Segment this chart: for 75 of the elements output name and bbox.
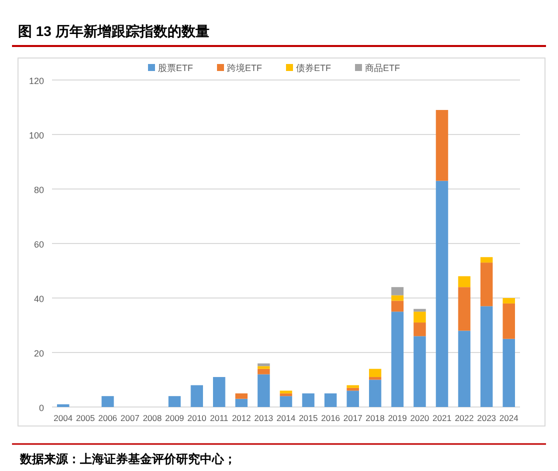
legend-label: 跨境ETF — [227, 63, 262, 73]
bar — [258, 368, 270, 374]
bar — [414, 322, 426, 336]
y-tick-label: 20 — [34, 348, 44, 358]
bar — [480, 257, 493, 263]
x-tick-label: 2020 — [410, 413, 430, 423]
source-note: 数据来源：上海证券基金评价研究中心； — [19, 452, 236, 466]
y-tick-label: 120 — [28, 76, 44, 86]
y-tick-label: 80 — [34, 185, 44, 195]
bar — [391, 312, 404, 407]
bar — [213, 377, 226, 407]
x-tick-label: 2011 — [210, 413, 229, 423]
bar — [324, 393, 337, 407]
x-tick-label: 2009 — [165, 413, 184, 423]
x-tick-label: 2022 — [454, 413, 474, 423]
bar — [369, 380, 382, 407]
bar — [414, 336, 426, 407]
x-tick-label: 2018 — [366, 413, 385, 423]
y-tick-label: 100 — [28, 130, 44, 140]
bar — [369, 377, 382, 380]
y-tick-label: 60 — [34, 240, 44, 250]
bar — [302, 393, 314, 407]
x-tick-label: 2012 — [232, 413, 252, 423]
bar — [502, 338, 515, 407]
bar — [480, 306, 493, 407]
x-tick-label: 2023 — [477, 413, 496, 423]
y-tick-label: 40 — [34, 294, 44, 304]
x-tick-label: 2013 — [254, 413, 274, 423]
x-tick-label: 2016 — [321, 413, 340, 423]
bar — [458, 276, 470, 288]
bar — [258, 374, 270, 407]
x-tick-label: 2007 — [120, 413, 140, 423]
bar — [346, 385, 359, 388]
bar — [502, 303, 515, 339]
bar — [502, 298, 515, 304]
bar — [102, 396, 114, 407]
bar — [346, 390, 359, 407]
x-tick-label: 2008 — [142, 413, 162, 423]
bar — [458, 287, 470, 331]
bar — [190, 385, 203, 407]
legend-label: 商品ETF — [365, 63, 400, 73]
x-tick-label: 2017 — [343, 413, 363, 423]
x-tick-label: 2015 — [298, 413, 318, 423]
bar — [480, 262, 493, 306]
bar — [436, 180, 448, 407]
bar — [346, 388, 359, 391]
bar — [436, 110, 448, 181]
y-tick-label: 0 — [38, 403, 44, 413]
bar — [57, 404, 70, 407]
bar — [258, 366, 270, 369]
bar — [458, 330, 470, 407]
bar — [369, 368, 382, 378]
bar — [391, 287, 404, 296]
legend-label: 股票ETF — [158, 63, 194, 73]
bar — [258, 363, 270, 366]
chart-title: 图 13 历年新增跟踪指数的数量 — [18, 23, 210, 39]
x-tick-label: 2019 — [388, 413, 408, 423]
x-tick-label: 2021 — [432, 413, 452, 423]
bar — [235, 393, 248, 399]
x-tick-label: 2024 — [499, 413, 519, 423]
x-tick-label: 2004 — [54, 413, 73, 423]
bar — [391, 295, 404, 301]
bar — [168, 396, 181, 407]
x-tick-label: 2006 — [98, 413, 118, 423]
x-tick-label: 2005 — [76, 413, 96, 423]
x-tick-label: 2010 — [187, 413, 207, 423]
bar — [280, 393, 292, 396]
legend-label: 债券ETF — [296, 63, 332, 73]
bar — [414, 308, 426, 312]
x-tick-label: 2014 — [276, 413, 296, 423]
bar — [414, 312, 426, 323]
bar — [391, 300, 404, 312]
bar — [235, 398, 248, 407]
bar — [280, 390, 292, 394]
bar — [280, 396, 292, 407]
